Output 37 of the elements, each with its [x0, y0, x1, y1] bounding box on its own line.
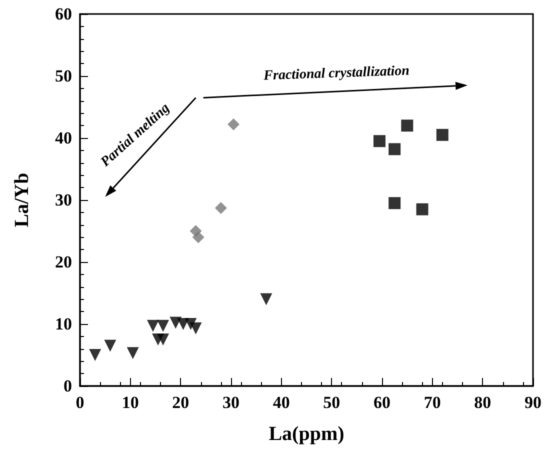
- point: [401, 120, 414, 132]
- y-tick-label: 30: [55, 190, 72, 210]
- point: [388, 197, 401, 210]
- point: [104, 340, 116, 352]
- x-tick-label: 90: [524, 393, 542, 412]
- point: [190, 322, 202, 334]
- y-tick-label: 20: [55, 252, 72, 272]
- point: [146, 320, 159, 332]
- y-tick-label: 0: [64, 376, 72, 396]
- x-tick-label: 50: [323, 393, 340, 412]
- point: [89, 349, 102, 361]
- point: [373, 135, 386, 148]
- point: [260, 293, 272, 306]
- annotation: Fractional crystallization: [262, 64, 410, 84]
- point: [192, 231, 204, 244]
- x-tick-label: 0: [76, 393, 84, 412]
- point: [214, 202, 227, 214]
- x-tick-label: 60: [374, 393, 390, 412]
- point: [157, 334, 170, 346]
- point: [416, 203, 428, 216]
- x-tick-label: 70: [424, 393, 441, 412]
- point: [436, 128, 448, 141]
- point: [388, 143, 401, 156]
- x-tick-label: 80: [474, 393, 492, 412]
- y-tick-label: 10: [55, 314, 72, 334]
- x-axis-title: La(ppm): [268, 423, 344, 445]
- x-tick-label: 30: [222, 393, 240, 412]
- x-tick-label: 20: [172, 393, 190, 412]
- x-tick-label: 40: [272, 393, 290, 412]
- point: [228, 118, 240, 130]
- y-axis-title: La/Yb: [11, 172, 33, 228]
- x-tick-label: 10: [122, 393, 139, 412]
- point: [126, 347, 139, 360]
- y-tick-label: 40: [55, 128, 72, 148]
- y-tick-label: 50: [55, 66, 72, 86]
- y-tick-label: 60: [55, 4, 72, 24]
- point: [157, 320, 170, 332]
